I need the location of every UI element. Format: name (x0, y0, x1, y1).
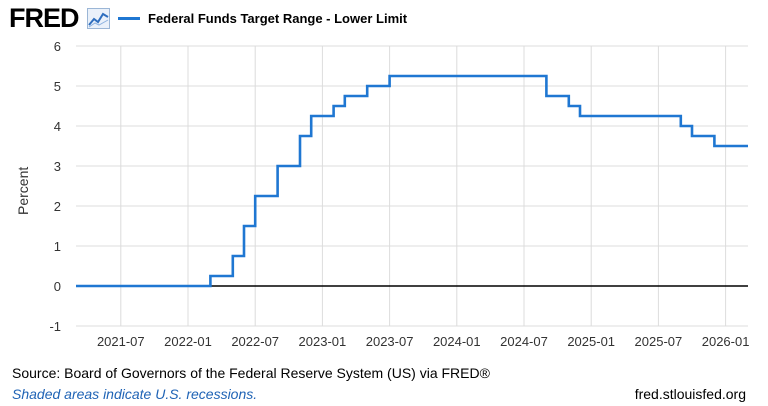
y-tick-label: -1 (49, 319, 61, 334)
x-tick-label: 2023-07 (366, 334, 414, 349)
site-url[interactable]: fred.stlouisfed.org (634, 386, 746, 402)
x-tick-label: 2025-07 (635, 334, 683, 349)
x-tick-label: 2025-01 (567, 334, 615, 349)
fred-logo[interactable]: FRED (9, 3, 79, 33)
series-line (76, 74, 748, 288)
legend-series-label: Federal Funds Target Range - Lower Limit (148, 11, 408, 26)
x-tick-label: 2022-07 (231, 334, 279, 349)
y-tick-label: 5 (54, 79, 61, 94)
y-tick-label: 2 (54, 199, 61, 214)
x-tick-label: 2024-07 (500, 334, 548, 349)
recession-note: Shaded areas indicate U.S. recessions. (12, 386, 258, 402)
x-tick-label: 2023-01 (299, 334, 347, 349)
x-tick-label: 2026-01 (702, 334, 750, 349)
chart-legend: Federal Funds Target Range - Lower Limit (118, 11, 407, 26)
legend-swatch (118, 17, 140, 20)
y-tick-label: 0 (54, 279, 61, 294)
x-tick-label: 2024-01 (433, 334, 481, 349)
x-tick-label: 2022-01 (164, 334, 212, 349)
y-tick-label: 4 (54, 119, 61, 134)
x-tick-label: 2021-07 (97, 334, 145, 349)
line-chart: 6 5 4 3 2 1 0 -1 2021-07 2022-01 2022-07 2023-01 202… (49, 39, 750, 349)
chart-header: FRED Federal Funds Target Range - Lower … (0, 0, 768, 40)
y-tick-label: 6 (54, 39, 61, 54)
y-tick-label: 1 (54, 239, 61, 254)
source-note: Source: Board of Governors of the Federa… (12, 365, 490, 381)
y-tick-label: 3 (54, 159, 61, 174)
line-chart-icon[interactable] (87, 8, 110, 29)
y-axis-label: Percent (15, 166, 31, 215)
